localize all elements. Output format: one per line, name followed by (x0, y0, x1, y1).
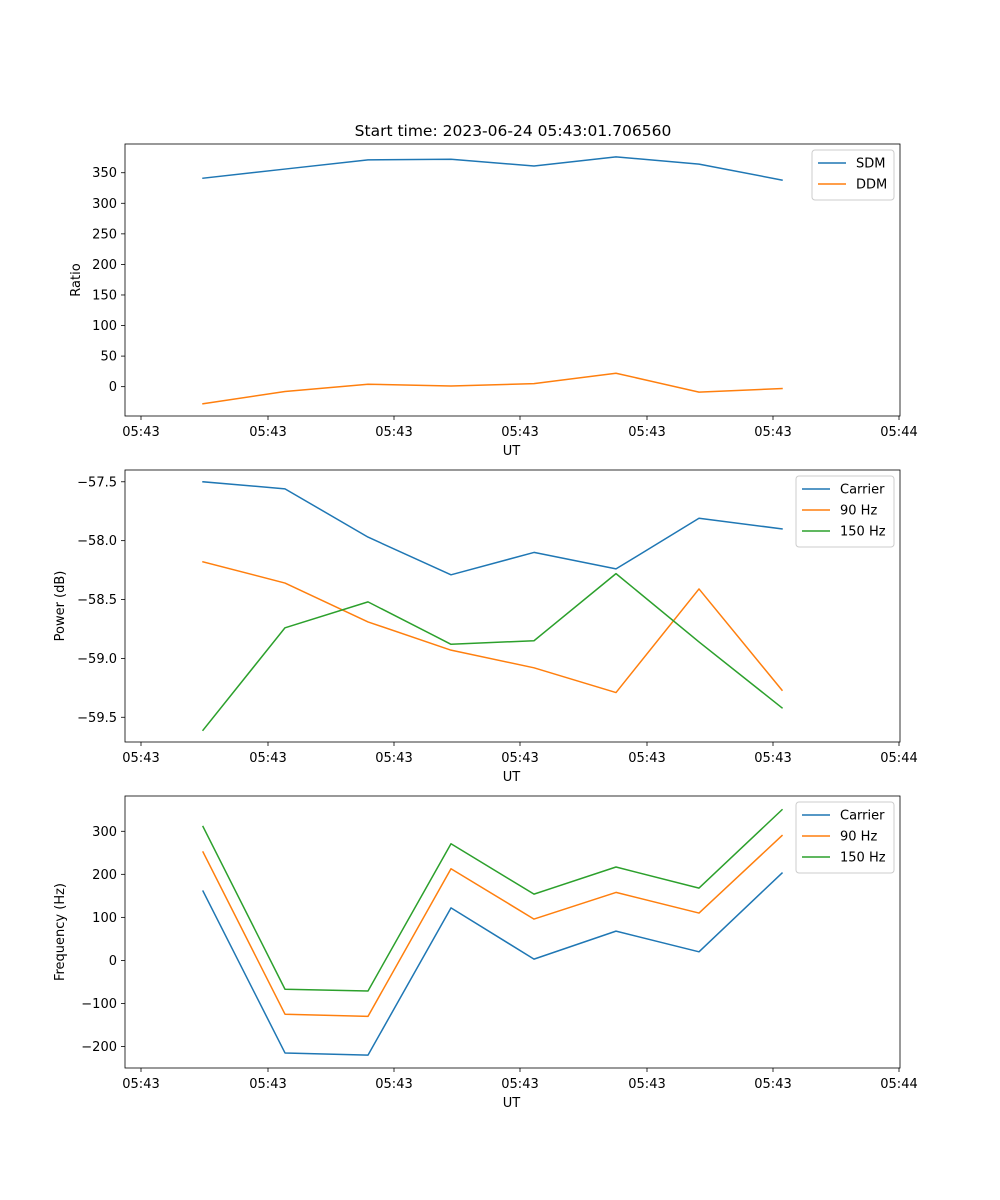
legend-label: 90 Hz (840, 504, 877, 519)
legend-label: SDM (856, 157, 885, 172)
series-line-ddm (202, 372, 783, 405)
axes-frame (124, 469, 901, 743)
y-tick-label: 0 (109, 380, 117, 395)
x-axis-label: UT (503, 770, 521, 785)
legend-label: 90 Hz (840, 830, 877, 845)
y-tick-label: 100 (92, 911, 117, 926)
x-tick-label: 05:43 (628, 1077, 665, 1092)
x-tick-label: 05:44 (880, 751, 917, 766)
y-tick-label: −200 (81, 1040, 117, 1055)
x-tick-label: 05:44 (880, 425, 917, 440)
legend-label: 150 Hz (840, 851, 886, 866)
x-tick-label: 05:43 (754, 751, 791, 766)
y-axis-label: Ratio (69, 263, 84, 296)
x-tick-label: 05:43 (628, 425, 665, 440)
y-tick-label: −100 (81, 997, 117, 1012)
x-tick-label: 05:43 (375, 751, 412, 766)
series-line-90-hz (202, 560, 784, 694)
ratio-plot: 05:43 05:43 05:43 05:43 05:43 05:43 05:44 0 50 10… (69, 143, 918, 459)
x-axis-label: UT (503, 1096, 521, 1111)
y-tick-label: −59.0 (77, 652, 117, 667)
y-tick-label: −57.5 (77, 475, 117, 490)
x-tick-label: 05:43 (501, 425, 538, 440)
x-tick-label: 05:43 (628, 751, 665, 766)
y-tick-label: 350 (92, 166, 117, 181)
chart-title: Start time: 2023-06-24 05:43:01.706560 (355, 122, 672, 140)
legend-box (795, 475, 895, 548)
y-tick-label: 50 (100, 350, 117, 365)
y-tick-label: 200 (92, 868, 117, 883)
frequency-plot: 05:43 05:43 05:43 05:43 05:43 05:43 05:44 −200 −… (53, 795, 918, 1111)
legend-label: Carrier (840, 809, 885, 824)
series-line-sdm (202, 156, 783, 181)
x-tick-label: 05:43 (501, 1077, 538, 1092)
x-tick-label: 05:43 (122, 1077, 159, 1092)
legend-label: Carrier (840, 483, 885, 498)
y-tick-label: −58.5 (77, 593, 117, 608)
legend-label: DDM (856, 178, 887, 193)
x-tick-label: 05:43 (249, 425, 286, 440)
x-tick-label: 05:43 (122, 751, 159, 766)
x-tick-label: 05:43 (249, 751, 286, 766)
y-tick-label: 300 (92, 197, 117, 212)
y-tick-label: 300 (92, 825, 117, 840)
x-tick-label: 05:43 (375, 425, 412, 440)
y-axis-label: Power (dB) (53, 571, 68, 642)
y-tick-label: 250 (92, 227, 117, 242)
x-tick-label: 05:43 (754, 425, 791, 440)
series-line-carrier (201, 871, 784, 1056)
x-tick-label: 05:44 (880, 1077, 917, 1092)
power-plot: 05:43 05:43 05:43 05:43 05:43 05:43 05:44 −57.5… (53, 469, 918, 785)
x-tick-label: 05:43 (375, 1077, 412, 1092)
axes-frame (124, 795, 901, 1069)
x-tick-label: 05:43 (754, 1077, 791, 1092)
x-tick-label: 05:43 (501, 751, 538, 766)
y-axis-label: Frequency (Hz) (53, 883, 68, 981)
y-tick-label: 0 (109, 954, 117, 969)
y-tick-label: 200 (92, 258, 117, 273)
legend-label: 150 Hz (840, 525, 886, 540)
x-tick-label: 05:43 (249, 1077, 286, 1092)
y-tick-label: 150 (92, 288, 117, 303)
series-line-carrier (202, 480, 783, 576)
series-line-150-hz (201, 572, 784, 732)
y-tick-label: −58.0 (77, 534, 117, 549)
y-tick-label: 100 (92, 319, 117, 334)
series-line-150-hz (201, 808, 784, 992)
x-tick-label: 05:43 (122, 425, 159, 440)
x-axis-label: UT (503, 444, 521, 459)
legend-box (795, 801, 895, 874)
y-tick-label: −59.5 (77, 711, 117, 726)
axes-frame (124, 143, 901, 417)
series-line-90-hz (201, 834, 784, 1018)
